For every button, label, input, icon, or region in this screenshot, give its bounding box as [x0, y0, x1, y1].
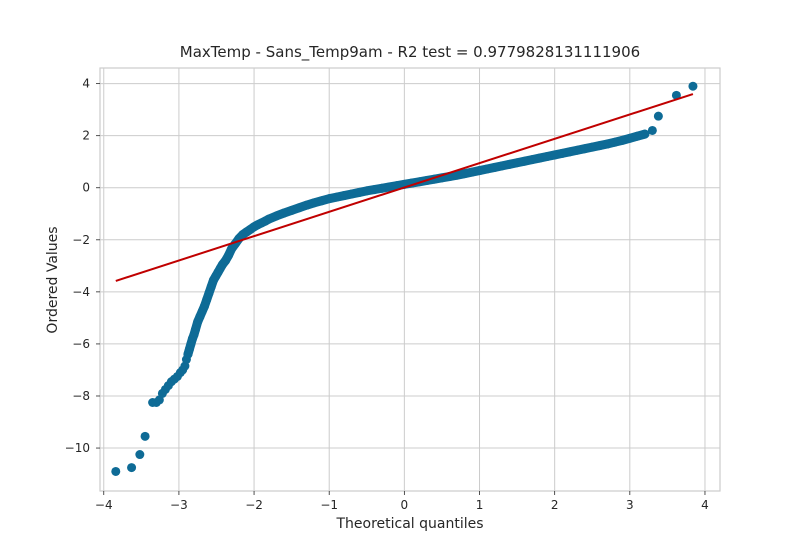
data-point [377, 183, 387, 193]
data-point [671, 90, 681, 100]
data-point [140, 431, 150, 441]
data-point [490, 162, 500, 172]
data-point [617, 135, 627, 145]
y-tick-label: 0 [82, 181, 90, 195]
x-tick-label: 2 [551, 498, 559, 512]
data-point [279, 208, 289, 218]
data-point [595, 141, 605, 151]
plot-border [99, 67, 721, 492]
y-tick-label: −10 [65, 441, 90, 455]
x-tick-label: −2 [245, 498, 263, 512]
data-point [190, 325, 200, 335]
data-point [339, 191, 349, 201]
data-point [512, 158, 522, 168]
axes-frame [99, 67, 721, 492]
data-point [384, 182, 394, 192]
data-point [317, 196, 327, 206]
data-point [135, 450, 145, 460]
data-point [497, 161, 507, 171]
x-tick-label: −1 [320, 498, 338, 512]
data-point [565, 147, 575, 157]
data-point [264, 214, 274, 224]
data-point [587, 142, 597, 152]
data-point [369, 185, 379, 195]
data-point [475, 166, 485, 176]
data-point [602, 139, 612, 149]
y-axis-label: Ordered Values [45, 226, 61, 333]
data-point [354, 187, 364, 197]
data-point [542, 152, 552, 162]
x-tick-label: −3 [170, 498, 188, 512]
y-tick-label: −2 [72, 233, 90, 247]
y-tick-label: −6 [72, 337, 90, 351]
x-tick-label: 1 [476, 498, 484, 512]
data-point [610, 137, 620, 147]
data-point [647, 125, 657, 135]
data-point [653, 111, 663, 121]
data-point [482, 164, 492, 174]
chart-title: MaxTemp - Sans_Temp9am - R2 test = 0.977… [180, 43, 640, 62]
x-tick-label: −4 [95, 498, 113, 512]
data-point [294, 203, 304, 213]
data-point [272, 211, 282, 221]
x-axis-label: Theoretical quantiles [335, 516, 483, 532]
data-point [535, 153, 545, 163]
y-tick-label: −8 [72, 389, 90, 403]
y-tick-label: −4 [72, 285, 90, 299]
data-point [632, 131, 642, 141]
y-tick-label: 2 [82, 129, 90, 143]
data-point [309, 198, 319, 208]
data-point [111, 466, 121, 476]
data-point [520, 156, 530, 166]
data-point [452, 170, 462, 180]
reference-line [115, 93, 694, 282]
data-point [302, 200, 312, 210]
data-point [392, 181, 402, 191]
x-tick-label: 4 [701, 498, 709, 512]
data-point [688, 81, 698, 91]
reference-line-layer [115, 93, 694, 282]
data-point [572, 145, 582, 155]
data-point [324, 194, 334, 204]
y-tick-label: 4 [82, 77, 90, 91]
data-point [459, 169, 469, 179]
data-point [580, 144, 590, 154]
data-point [467, 167, 477, 177]
data-point [347, 189, 357, 199]
x-tick-label: 3 [626, 498, 634, 512]
data-point [127, 463, 137, 473]
data-point-band [183, 129, 650, 359]
data-point [625, 133, 635, 143]
data-point [557, 148, 567, 158]
data-point [640, 129, 650, 139]
data-point [362, 186, 372, 196]
data-point [527, 155, 537, 165]
data-point [332, 192, 342, 202]
x-tick-label: 0 [401, 498, 409, 512]
data-point [550, 150, 560, 160]
grid-lines [100, 68, 720, 491]
data-point [505, 159, 515, 169]
data-point [287, 205, 297, 215]
